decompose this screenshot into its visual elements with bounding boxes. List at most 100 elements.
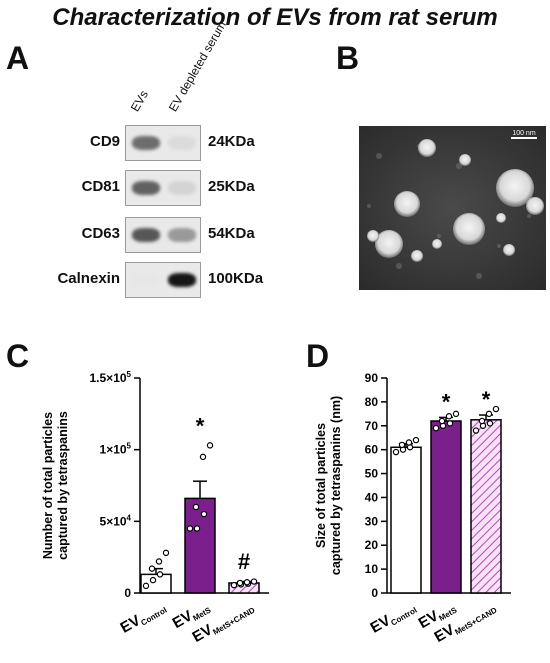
data-point	[142, 582, 150, 590]
y-axis-label-line2: captured by tetraspanins	[56, 411, 70, 560]
data-point	[148, 565, 156, 572]
y-tick-label: 40	[365, 490, 379, 504]
scale-bar-label: 100 nm	[512, 130, 536, 137]
data-point	[250, 578, 258, 585]
data-point	[432, 424, 440, 432]
data-point	[452, 410, 460, 418]
data-point	[485, 410, 493, 418]
x-tick-label-sub: Control	[389, 606, 418, 628]
x-tick-label: EVMetS+CAND	[432, 598, 499, 647]
x-tick-label-main: EV	[170, 607, 196, 632]
figure-title: Characterization of EVs from rat serum	[52, 4, 498, 31]
data-point	[405, 439, 413, 446]
panel-label-a: A	[6, 40, 30, 76]
data-point	[237, 581, 245, 588]
y-axis-label: Size of total particlescaptured by tetra…	[314, 396, 343, 575]
band-evs	[132, 136, 160, 150]
blot-marker-cd81: CD81	[81, 178, 120, 195]
band-evs	[132, 181, 160, 195]
x-tick-label-sub: MetS+CAND	[211, 605, 256, 636]
band-ev-depleted	[168, 273, 196, 287]
data-point	[200, 510, 208, 518]
y-tick-label: 60	[365, 443, 379, 457]
significance-marker: #	[238, 549, 250, 574]
data-point	[486, 420, 494, 427]
lane-label-evs: EVs	[127, 87, 152, 114]
x-tick-label: EVControl	[368, 598, 419, 638]
data-point	[193, 525, 201, 532]
data-point	[438, 417, 446, 425]
x-tick-label-sub: MetS	[437, 605, 459, 623]
blot-marker-calnexin: Calnexin	[57, 270, 120, 287]
blot-kda-calnexin: 100KDa	[208, 270, 264, 287]
blot-row-cd81	[125, 170, 201, 206]
data-point	[244, 580, 252, 587]
chart-panel-d: 0 10 20 30 40 50 60 70 80 90 Size of total particl…	[314, 371, 511, 647]
bar-mets	[430, 420, 462, 594]
x-tick-label: EVControl	[118, 598, 169, 638]
y-tick-label: 1×105	[100, 442, 132, 457]
data-point	[478, 417, 486, 425]
x-tick-label-main: EV	[190, 621, 216, 646]
y-axis-label-line1: Number of total particles	[41, 412, 55, 559]
y-tick-label: 0	[371, 586, 378, 600]
x-tick-label: EVMetS	[170, 597, 213, 632]
data-point	[479, 422, 487, 429]
significance-marker: *	[196, 413, 205, 438]
y-tick-label: 1.5×105	[90, 370, 132, 385]
tem-image: 100 nm	[359, 126, 546, 290]
data-point	[406, 444, 414, 451]
data-point	[492, 405, 500, 413]
blot-row-cd9	[125, 125, 201, 161]
data-point	[392, 448, 400, 456]
x-tick-label-sub: MetS	[191, 605, 213, 623]
data-point	[186, 525, 194, 532]
y-tick-label: 80	[365, 395, 379, 409]
band-evs	[132, 273, 160, 287]
panel-label-b: B	[336, 40, 360, 76]
significance-marker: *	[482, 387, 491, 412]
y-tick-label: 0	[124, 586, 131, 600]
data-point	[445, 413, 453, 420]
blot-marker-cd9: CD9	[89, 133, 120, 150]
data-point	[399, 446, 407, 453]
bar-mets	[184, 497, 216, 594]
y-tick-label: 30	[365, 514, 379, 528]
data-point	[446, 420, 454, 427]
significance-marker: *	[442, 389, 451, 414]
y-tick-exponent: 4	[127, 513, 132, 522]
y-tick-label: 20	[365, 538, 379, 552]
y-tick-exponent: 5	[127, 442, 132, 451]
y-axis-label: Number of total particlescaptured by tet…	[41, 411, 70, 560]
y-axis-label-line2: captured by tetraspanins (nm)	[329, 396, 343, 575]
y-tick-exponent: 5	[127, 370, 132, 379]
blot-kda-cd81: 25KDa	[208, 178, 255, 195]
band-ev-depleted	[168, 181, 196, 195]
data-point	[156, 571, 164, 578]
y-tick-label: 70	[365, 419, 379, 433]
chart-panel-c: 0 5×104 1×105 1.5×105 Number of total partic…	[41, 370, 269, 647]
x-tick-label-sub: Control	[139, 606, 168, 628]
blot-kda-cd63: 54KDa	[208, 225, 255, 242]
x-tick-label-main: EV	[118, 612, 144, 637]
x-tick-label-main: EV	[432, 621, 458, 646]
blot-row-calnexin	[125, 262, 201, 298]
data-point	[236, 579, 244, 587]
bar-mets-cand	[470, 419, 502, 594]
band-evs	[132, 228, 160, 242]
data-point	[192, 503, 200, 511]
bar-control	[140, 573, 172, 594]
panel-label-d: D	[306, 338, 330, 374]
bar-control	[390, 446, 422, 594]
blot-row-cd63	[125, 217, 201, 253]
x-tick-label: EVMetS+CAND	[190, 598, 257, 647]
y-tick-label: 5×104	[100, 513, 132, 528]
y-tick-label: 50	[365, 467, 379, 481]
y-tick-label: 10	[365, 562, 379, 576]
x-tick-label-main: EV	[416, 607, 442, 632]
panel-label-c: C	[6, 338, 30, 374]
data-point	[149, 576, 157, 584]
data-point	[199, 453, 207, 461]
x-tick-label-main: EV	[368, 612, 394, 637]
blot-marker-cd63: CD63	[81, 225, 120, 242]
